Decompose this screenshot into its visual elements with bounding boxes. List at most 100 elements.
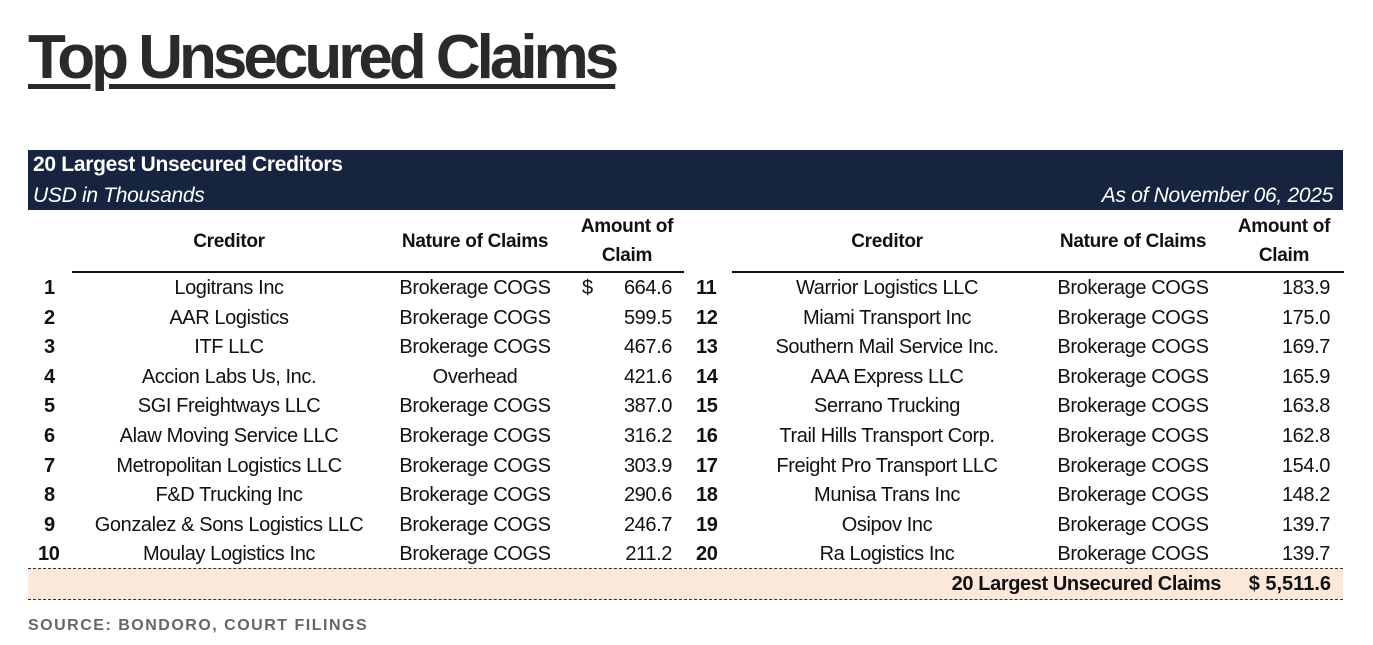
row-number: 12 — [696, 306, 718, 329]
creditor-name: Moulay Logistics Inc — [142, 543, 316, 566]
claim-amount: 165.9 — [1281, 365, 1330, 388]
row-number: 13 — [696, 336, 718, 359]
claim-nature: Brokerage COGS — [399, 395, 551, 418]
claim-amount: 169.7 — [1281, 336, 1330, 359]
claim-nature: Brokerage COGS — [399, 425, 551, 447]
claim-nature: Brokerage COGS — [1057, 513, 1209, 536]
creditor-name: Miami Transport Inc — [802, 306, 972, 329]
creditor-name: Freight Pro Transport LLC — [776, 454, 998, 477]
row-number: 5 — [44, 395, 55, 418]
row-number: 18 — [696, 484, 718, 507]
row-number: 8 — [44, 484, 55, 507]
claim-amount: 303.9 — [623, 454, 672, 477]
claim-amount: 139.7 — [1281, 513, 1330, 536]
units-note: USD in Thousands — [33, 184, 205, 207]
creditor-name: Osipov Inc — [841, 513, 933, 536]
col-header-amount-line2: Claim — [601, 245, 653, 266]
claim-nature: Brokerage COGS — [1057, 454, 1209, 477]
claim-amount: 421.6 — [623, 365, 672, 388]
claim-nature: Brokerage COGS — [1057, 306, 1209, 329]
claim-amount: 211.2 — [625, 543, 672, 566]
creditor-name: Warrior Logistics LLC — [795, 277, 979, 299]
row-number: 20 — [696, 543, 718, 566]
claim-nature: Brokerage COGS — [1057, 543, 1209, 566]
col-header-creditor-right: Creditor — [851, 231, 923, 252]
creditor-name: Metropolitan Logistics LLC — [116, 454, 342, 477]
claim-amount: 246.7 — [623, 513, 672, 536]
claim-nature: Brokerage COGS — [1057, 336, 1209, 359]
creditor-name: Logitrans Inc — [174, 277, 284, 299]
col-header-amount-right: Amount of Claim — [1237, 212, 1331, 270]
claim-nature: Brokerage COGS — [1057, 365, 1209, 388]
claim-nature: Brokerage COGS — [399, 454, 551, 477]
claim-nature: Brokerage COGS — [1057, 484, 1209, 507]
as-of-date: As of November 06, 2025 — [1101, 184, 1334, 207]
claim-amount: 139.7 — [1281, 543, 1330, 566]
row-number: 9 — [44, 513, 55, 536]
creditor-name: F&D Trucking Inc — [155, 484, 303, 507]
creditor-name: Trail Hills Transport Corp. — [779, 425, 995, 447]
creditor-name: Serrano Trucking — [814, 395, 960, 418]
row-number: 4 — [44, 365, 55, 388]
source-note: SOURCE: BONDORO, COURT FILINGS — [28, 617, 369, 634]
claim-nature: Brokerage COGS — [399, 484, 551, 507]
creditor-name: AAA Express LLC — [810, 365, 964, 388]
claim-amount: 599.5 — [623, 306, 672, 329]
creditor-name: Alaw Moving Service LLC — [119, 425, 339, 447]
claim-nature: Brokerage COGS — [399, 336, 551, 359]
claim-nature: Brokerage COGS — [399, 543, 551, 566]
total-label: 20 Largest Unsecured Claims — [951, 573, 1222, 595]
creditor-name: Gonzalez & Sons Logistics LLC — [94, 513, 364, 536]
claim-nature: Overhead — [432, 365, 518, 388]
col-header-amount: Amount of Claim — [580, 212, 674, 270]
claim-amount: 290.6 — [623, 484, 672, 507]
page-title: Top Unsecured Claims — [28, 23, 619, 92]
creditor-name: ITF LLC — [194, 336, 264, 359]
row-number: 17 — [696, 454, 718, 477]
claim-amount: 316.2 — [623, 425, 672, 447]
creditor-name: Southern Mail Service Inc. — [775, 336, 999, 359]
claim-amount: 148.2 — [1281, 484, 1330, 507]
col-header-amount-line1: Amount of — [580, 216, 674, 237]
total-value: $ 5,511.6 — [1248, 573, 1331, 595]
claim-amount: 467.6 — [623, 336, 672, 359]
creditor-name: AAR Logistics — [169, 306, 289, 329]
claim-amount: 387.0 — [623, 395, 672, 418]
row-number: 3 — [44, 336, 55, 359]
row-number: 19 — [696, 513, 718, 536]
col-header-nature: Nature of Claims — [401, 231, 549, 252]
col-header-creditor: Creditor — [193, 231, 265, 252]
claim-nature: Brokerage COGS — [399, 306, 551, 329]
claim-amount: 175.0 — [1281, 306, 1330, 329]
claim-amount: 162.8 — [1281, 425, 1330, 447]
creditor-name: Munisa Trans Inc — [814, 484, 960, 507]
claim-amount: 664.6 — [623, 277, 672, 299]
table-heading: 20 Largest Unsecured Creditors — [33, 153, 343, 176]
currency-symbol: $ — [582, 277, 593, 299]
row-number: 7 — [44, 454, 55, 477]
claim-nature: Brokerage COGS — [1057, 425, 1209, 447]
row-number: 6 — [44, 425, 55, 447]
row-number: 11 — [696, 277, 717, 299]
claim-amount: 154.0 — [1281, 454, 1330, 477]
col-header-amount-line2: Claim — [1258, 245, 1310, 266]
col-header-amount-line1: Amount of — [1237, 216, 1331, 237]
claim-nature: Brokerage COGS — [399, 277, 551, 299]
total-row: 20 Largest Unsecured Claims $ 5,511.6 — [28, 568, 1343, 600]
row-number: 15 — [696, 395, 718, 418]
claim-amount: 183.9 — [1281, 277, 1330, 299]
creditor-name: SGI Freightways LLC — [137, 395, 321, 418]
claim-amount: 163.8 — [1281, 395, 1330, 418]
creditor-name: Accion Labs Us, Inc. — [141, 365, 317, 388]
creditor-name: Ra Logistics Inc — [819, 543, 955, 566]
row-number: 2 — [44, 306, 55, 329]
row-number: 16 — [696, 425, 718, 447]
claim-nature: Brokerage COGS — [399, 513, 551, 536]
row-number: 10 — [38, 543, 60, 566]
header-rule-left — [72, 271, 684, 273]
col-header-nature-right: Nature of Claims — [1059, 231, 1207, 252]
claim-nature: Brokerage COGS — [1057, 277, 1209, 299]
header-rule-right — [732, 271, 1344, 273]
row-number: 14 — [696, 365, 718, 388]
table-header-band: 20 Largest Unsecured Creditors USD in Th… — [28, 150, 1343, 210]
